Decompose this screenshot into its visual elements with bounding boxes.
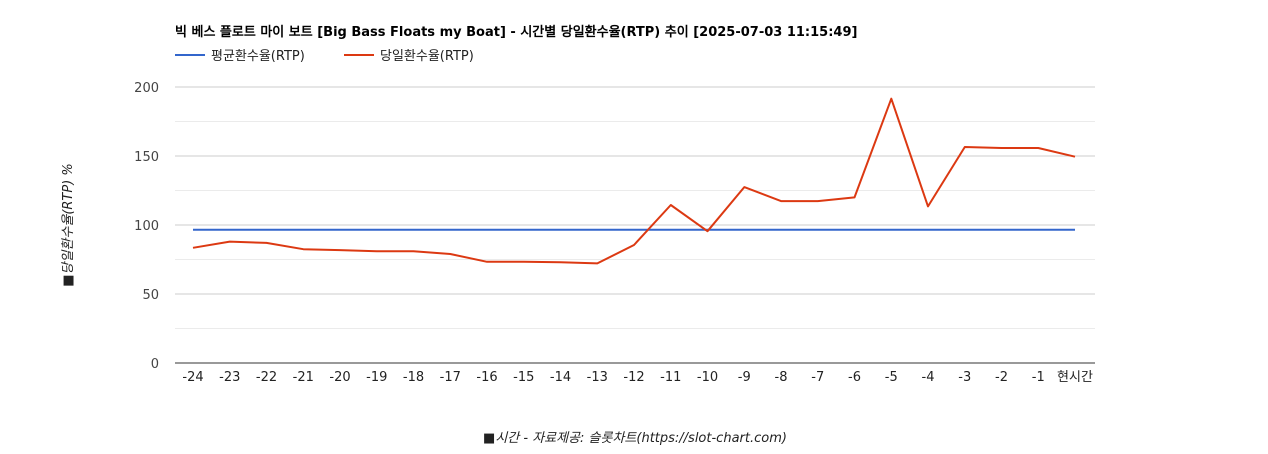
x-tick-label: -10: [697, 370, 718, 385]
x-tick-label: -12: [623, 370, 644, 385]
x-tick-label: -11: [660, 370, 681, 385]
x-tick-label: -2: [995, 370, 1008, 385]
x-tick-label: -7: [811, 370, 824, 385]
y-tick-label: 200: [134, 81, 159, 96]
x-tick-label: -13: [587, 370, 608, 385]
x-tick-label: -18: [403, 370, 424, 385]
series-line-2: [193, 99, 1075, 264]
x-tick-label: -1: [1032, 370, 1045, 385]
x-axis-ticks: -24 -23 -22 -21 -20 -19 -18 -17 -16 -15 -14 -13 -12 -…: [182, 370, 1093, 385]
x-tick-label: -4: [922, 370, 935, 385]
y-axis-label: ■당일환수율(RTP) %: [61, 163, 76, 287]
x-tick-label: -21: [293, 370, 314, 385]
x-tick-label: -22: [256, 370, 277, 385]
x-tick-label: -14: [550, 370, 571, 385]
y-tick-label: 50: [142, 288, 159, 303]
series-lines: [193, 99, 1075, 264]
legend-label: 평균환수율(RTP): [211, 49, 305, 64]
grid-lines: [175, 87, 1095, 363]
x-tick-label: -5: [885, 370, 898, 385]
y-tick-label: 0: [151, 357, 159, 372]
chart-title: 빅 베스 플로트 마이 보트 [Big Bass Floats my Boat]…: [175, 24, 857, 40]
x-tick-label: -20: [329, 370, 350, 385]
x-tick-label: -17: [440, 370, 461, 385]
x-tick-label: 현시간: [1057, 370, 1093, 385]
x-tick-label: -9: [738, 370, 751, 385]
y-tick-label: 150: [134, 150, 159, 165]
x-tick-label: -15: [513, 370, 534, 385]
x-tick-label: -8: [775, 370, 788, 385]
x-axis-label: ■시간 - 자료제공: 슬롯차트(https://slot-chart.com): [483, 431, 787, 446]
x-tick-label: -3: [958, 370, 971, 385]
x-tick-label: -19: [366, 370, 387, 385]
y-axis-ticks: 0 50 100 150 200: [134, 81, 159, 372]
legend-label: 당일환수율(RTP): [380, 49, 474, 64]
x-tick-label: -23: [219, 370, 240, 385]
x-tick-label: -16: [476, 370, 497, 385]
x-tick-label: -24: [182, 370, 203, 385]
y-tick-label: 100: [134, 219, 159, 234]
legend: 평균환수율(RTP) 당일환수율(RTP): [175, 49, 474, 64]
x-tick-label: -6: [848, 370, 861, 385]
